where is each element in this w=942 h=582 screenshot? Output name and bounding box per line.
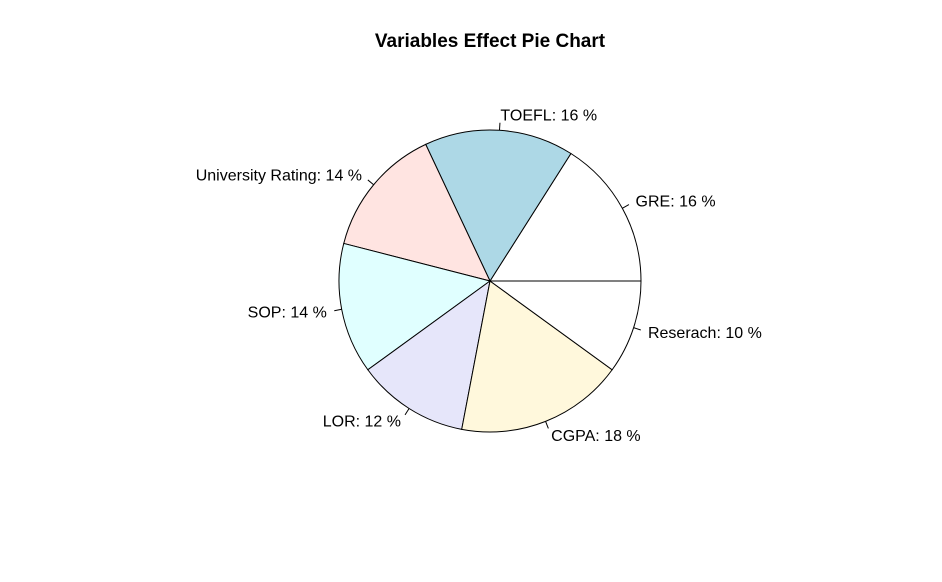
label-tick-sop [334, 308, 342, 312]
pie-slice-sop [338, 242, 492, 371]
label-tick-gre [622, 204, 630, 209]
slice-label-lor: LOR: 12 % [323, 414, 401, 431]
slice-labels: GRE: 16 % TOEFL: 16 % University Rating: 1… [196, 108, 762, 445]
slice-label-toefl: TOEFL: 16 % [500, 108, 597, 125]
slice-label-gre: GRE: 16 % [636, 193, 716, 210]
label-tick-lor [404, 408, 410, 416]
label-tick-reserach [633, 327, 641, 331]
chart-title: Variables Effect Pie Chart [375, 31, 606, 52]
pie-slice-toefl [425, 129, 572, 283]
slice-label-sop: SOP: 14 % [248, 305, 327, 322]
pie-slice-cgpa [461, 280, 613, 433]
slice-label-cgpa: CGPA: 18 % [551, 428, 641, 445]
label-tick-cgpa [545, 421, 549, 429]
label-ticks [334, 122, 641, 429]
pie-slice-university-rating [343, 143, 491, 282]
slice-label-reserach: Reserach: 10 % [648, 325, 762, 342]
pie-slice-gre [489, 152, 642, 282]
slice-label-university-rating: University Rating: 14 % [196, 168, 362, 185]
pie-slices [338, 129, 642, 433]
label-tick-university-rating [367, 179, 374, 186]
